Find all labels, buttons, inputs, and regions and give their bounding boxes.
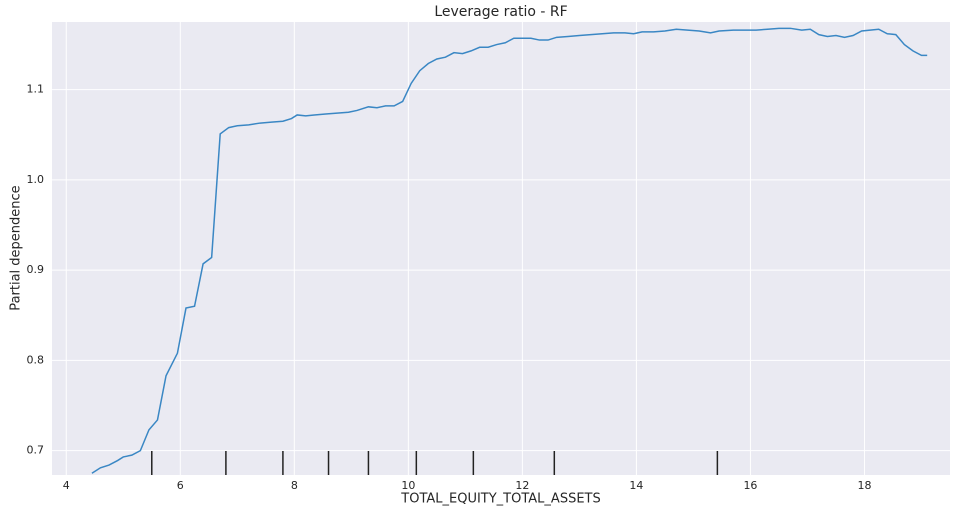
marks <box>91 27 928 475</box>
x-tick-label: 10 <box>401 479 415 492</box>
y-tick-label: 1.1 <box>27 83 45 96</box>
x-tick-label: 12 <box>515 479 529 492</box>
x-tick-label: 14 <box>629 479 643 492</box>
x-tick-label: 8 <box>291 479 298 492</box>
x-tick-label: 6 <box>177 479 184 492</box>
y-axis-label: Partial dependence <box>9 185 24 310</box>
y-tick-label: 1.0 <box>27 173 45 186</box>
x-tick-label: 18 <box>857 479 871 492</box>
chart-title: Leverage ratio - RF <box>434 4 567 20</box>
x-tick-label: 4 <box>63 479 70 492</box>
x-tick-label: 16 <box>743 479 757 492</box>
y-tick-label: 0.8 <box>27 353 45 366</box>
x-axis-label: TOTAL_EQUITY_TOTAL_ASSETS <box>400 492 600 507</box>
y-tick-label: 0.7 <box>27 444 45 457</box>
y-tick-label: 0.9 <box>27 263 45 276</box>
plot-background <box>52 22 950 475</box>
pd-line <box>91 27 928 474</box>
